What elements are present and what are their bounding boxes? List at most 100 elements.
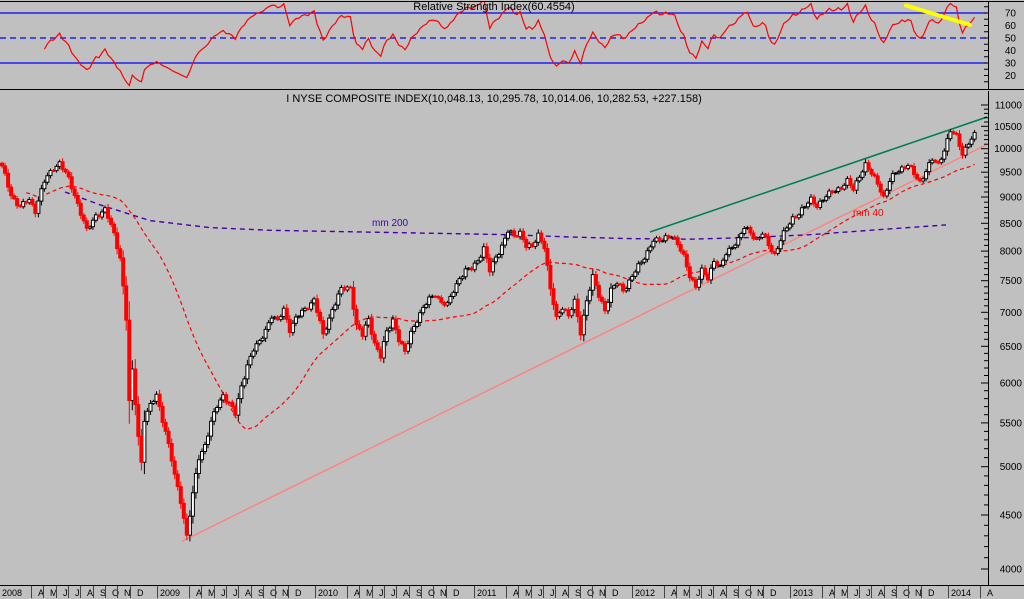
x-axis-separator bbox=[884, 586, 885, 598]
x-axis-separator bbox=[980, 586, 981, 598]
x-axis-separator bbox=[226, 586, 227, 598]
x-axis-year-label: 2010 bbox=[318, 588, 339, 598]
x-axis-separator bbox=[80, 586, 81, 598]
x-axis-month-label: A bbox=[196, 588, 203, 598]
x-axis-month-label: D bbox=[770, 588, 777, 598]
x-axis-strip: 2008 A M J J A S O N D 2009 A M J J A S O N D 2010 A M J J A S O N D 2… bbox=[0, 585, 1024, 599]
price-axis-label: 9000 bbox=[1000, 193, 1023, 204]
rsi-down-trendline bbox=[904, 3, 972, 27]
x-axis-month-label: A bbox=[513, 588, 520, 598]
x-axis-separator bbox=[592, 586, 593, 598]
x-axis-separator bbox=[396, 586, 397, 598]
price-axis-label: 7000 bbox=[1000, 308, 1023, 319]
x-axis-month-label: S bbox=[891, 588, 898, 598]
x-axis-separator bbox=[738, 586, 739, 598]
x-axis-month-label: M bbox=[208, 588, 216, 598]
x-axis-separator bbox=[822, 586, 823, 598]
x-axis-separator bbox=[763, 586, 764, 598]
mm200-line bbox=[64, 191, 947, 240]
x-axis-separator bbox=[701, 586, 702, 598]
x-axis-month-label: J bbox=[550, 588, 555, 598]
x-axis-year-label: 2014 bbox=[951, 588, 972, 598]
price-axis-label: 11000 bbox=[995, 101, 1023, 112]
x-axis-separator bbox=[908, 586, 909, 598]
price-axis-label: 5500 bbox=[1000, 418, 1023, 429]
rsi-axis-label: 30 bbox=[1005, 59, 1017, 70]
x-axis-month-label: M bbox=[683, 588, 691, 598]
x-axis-year-label: 2013 bbox=[793, 588, 814, 598]
x-axis-separator bbox=[238, 586, 239, 598]
x-axis-month-label: J bbox=[63, 588, 68, 598]
x-axis-month-label: D bbox=[612, 588, 619, 598]
rsi-axis-label: 50 bbox=[1005, 34, 1017, 45]
x-axis-separator bbox=[56, 586, 57, 598]
x-axis-separator bbox=[68, 586, 69, 598]
x-axis-separator bbox=[664, 586, 665, 598]
long-term-support bbox=[181, 143, 987, 542]
x-axis-month-label: A bbox=[354, 588, 361, 598]
x-axis-separator bbox=[384, 586, 385, 598]
x-axis-month-label: M bbox=[525, 588, 533, 598]
x-axis-separator bbox=[93, 586, 94, 598]
x-axis-separator bbox=[315, 586, 316, 598]
x-axis-separator bbox=[871, 586, 872, 598]
x-axis-month-label: A bbox=[987, 588, 994, 598]
rsi-axis-label: 70 bbox=[1005, 9, 1017, 20]
x-axis-month-label: A bbox=[403, 588, 410, 598]
x-axis-month-label: A bbox=[245, 588, 252, 598]
x-axis-month-label: N bbox=[599, 588, 606, 598]
x-axis-separator bbox=[568, 586, 569, 598]
x-axis-separator bbox=[689, 586, 690, 598]
price-axis-label: 6000 bbox=[1000, 379, 1023, 390]
x-axis-separator bbox=[726, 586, 727, 598]
rsi-title: Relative Strength Index(60.4554) bbox=[413, 1, 574, 13]
x-axis-month-label: A bbox=[87, 588, 94, 598]
x-axis-separator bbox=[251, 586, 252, 598]
price-axis-label: 10000 bbox=[994, 144, 1022, 155]
x-axis-separator bbox=[605, 586, 606, 598]
x-axis-month-label: O bbox=[903, 588, 911, 598]
price-axis-label: 4000 bbox=[1000, 565, 1023, 576]
price-axis-label: 10500 bbox=[994, 122, 1022, 133]
x-axis-year-label: 2009 bbox=[160, 588, 181, 598]
mm40-line bbox=[26, 163, 975, 431]
x-axis-month-label: O bbox=[428, 588, 436, 598]
x-axis-month-label: A bbox=[38, 588, 45, 598]
x-axis-separator bbox=[263, 586, 264, 598]
x-axis-month-label: O bbox=[270, 588, 278, 598]
x-axis-month-label: J bbox=[866, 588, 871, 598]
x-axis-separator bbox=[676, 586, 677, 598]
x-axis-month-label: O bbox=[587, 588, 595, 598]
x-axis-separator bbox=[288, 586, 289, 598]
x-axis-separator bbox=[189, 586, 190, 598]
x-axis-separator bbox=[157, 586, 158, 598]
x-axis-month-label: J bbox=[379, 588, 384, 598]
price-title: I NYSE COMPOSITE INDEX(10,048.13, 10,295… bbox=[286, 93, 702, 105]
x-axis-month-label: O bbox=[745, 588, 753, 598]
mm200-label: mm 200 bbox=[372, 218, 409, 229]
x-axis-month-label: O bbox=[112, 588, 120, 598]
x-axis-month-label: M bbox=[50, 588, 58, 598]
x-axis-separator bbox=[201, 586, 202, 598]
x-axis-month-label: S bbox=[100, 588, 107, 598]
x-axis-separator bbox=[43, 586, 44, 598]
x-axis-month-label: N bbox=[915, 588, 922, 598]
x-axis-month-label: S bbox=[258, 588, 265, 598]
x-axis-separator bbox=[713, 586, 714, 598]
price-axis-label: 9500 bbox=[1000, 168, 1023, 179]
x-axis-month-label: S bbox=[416, 588, 423, 598]
x-axis-separator bbox=[580, 586, 581, 598]
x-axis-month-label: A bbox=[720, 588, 727, 598]
x-axis-month-label: J bbox=[696, 588, 701, 598]
x-axis-month-label: N bbox=[440, 588, 447, 598]
rising-resistance bbox=[649, 116, 987, 233]
x-axis-month-label: D bbox=[928, 588, 935, 598]
x-axis-month-label: J bbox=[75, 588, 80, 598]
price-axis-label: 6500 bbox=[1000, 342, 1023, 353]
x-axis-month-label: M bbox=[841, 588, 849, 598]
x-axis-month-label: A bbox=[671, 588, 678, 598]
x-axis-separator bbox=[31, 586, 32, 598]
x-axis-year-label: 2012 bbox=[635, 588, 656, 598]
